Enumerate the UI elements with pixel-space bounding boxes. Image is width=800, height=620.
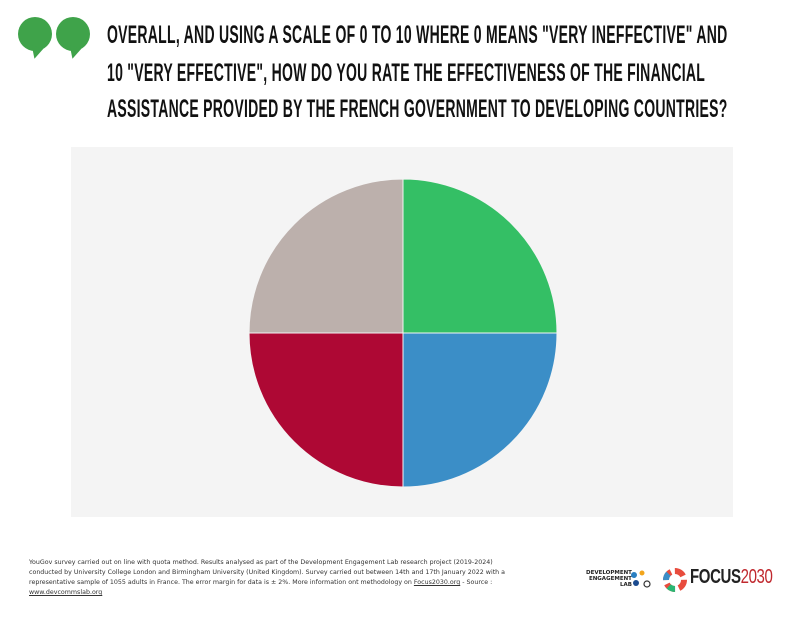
footer-note: YouGov survey carried out on line with q… [29,558,509,598]
focus2030-logo: FOCUS2030 [690,566,773,589]
pie-slice-3 [248,332,404,488]
pie-slice-4 [248,178,404,334]
pie-slice-2 [402,332,558,488]
footer-sep: - Source : [460,579,493,586]
del-logo: DEVELOPMENT ENGAGEMENT LAB [586,570,632,588]
quote-icon [56,17,90,51]
title-line-2: 10 "very effective", how do you rate the… [107,59,706,87]
quote-icon [18,17,52,51]
title-line-1: Overall, and using a scale of 0 to 10 wh… [107,21,728,49]
del-logo-icon [631,570,651,588]
pie-chart [248,178,558,488]
chart-panel [71,147,733,517]
title-line-3: assistance provided by the French govern… [107,95,728,123]
del-logo-line: ENGAGEMENT [588,576,632,582]
del-logo-line: LAB [619,582,632,588]
del-logo-line: DEVELOPMENT [586,570,632,576]
footer-text: YouGov survey carried out on line with q… [29,559,506,586]
focus2030-logo-icon [663,568,687,592]
focus-year: 2030 [740,566,773,588]
devcommslab-link[interactable]: www.devcommslab.org [29,589,103,596]
focus2030-link[interactable]: Focus2030.org [413,579,461,586]
pie-slice-1 [402,178,558,334]
focus-text: FOCUS [690,566,741,588]
